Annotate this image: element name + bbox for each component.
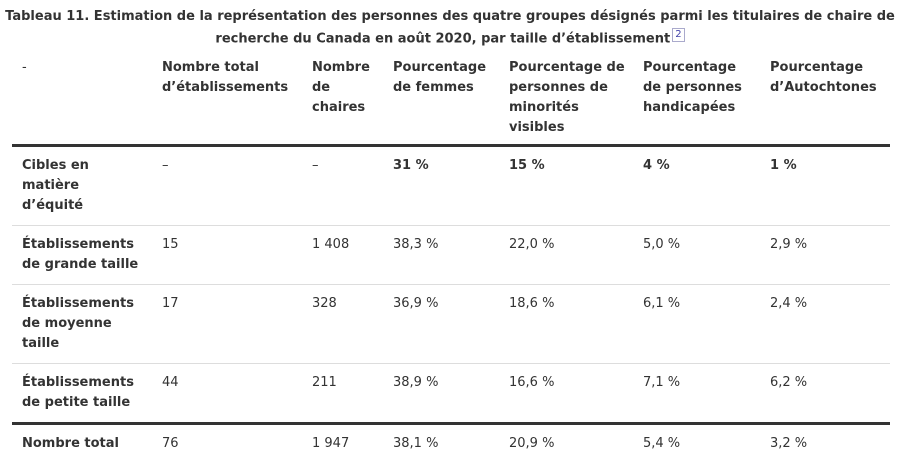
cell: 76: [152, 424, 302, 454]
header-cell: -: [12, 58, 152, 146]
cell: 15: [152, 226, 302, 285]
row-label: Établissements de moyenne taille: [12, 285, 152, 364]
cell: 4 %: [633, 146, 760, 226]
table-row: Établissements de petite taille 44 211 3…: [12, 364, 890, 424]
caption-text: Tableau 11. Estimation de la représentat…: [5, 9, 895, 46]
cell: 328: [302, 285, 383, 364]
row-label: Cibles en matière d’équité: [12, 146, 152, 226]
cell: 7,1 %: [633, 364, 760, 424]
cell: 1 408: [302, 226, 383, 285]
cell: 38,3 %: [383, 226, 499, 285]
table-row: Établissements de grande taille 15 1 408…: [12, 226, 890, 285]
cell: 6,1 %: [633, 285, 760, 364]
cell: 36,9 %: [383, 285, 499, 364]
header-cell: Pourcentage de personnes handicapées: [633, 58, 760, 146]
cell: 17: [152, 285, 302, 364]
table-caption: Tableau 11. Estimation de la représentat…: [0, 6, 900, 50]
total-row: Nombre total 76 1 947 38,1 % 20,9 % 5,4 …: [12, 424, 890, 454]
cell: 2,4 %: [760, 285, 890, 364]
cell: 44: [152, 364, 302, 424]
header-cell: Pourcentage d’Autochtones: [760, 58, 890, 146]
cell: 22,0 %: [499, 226, 633, 285]
header-cell: Nombre de chaires: [302, 58, 383, 146]
cell: 38,1 %: [383, 424, 499, 454]
cell: 1 947: [302, 424, 383, 454]
cell: 15 %: [499, 146, 633, 226]
cell: 5,0 %: [633, 226, 760, 285]
table-row: Cibles en matière d’équité – – 31 % 15 %…: [12, 146, 890, 226]
cell: –: [152, 146, 302, 226]
cell: 3,2 %: [760, 424, 890, 454]
footnote-link[interactable]: 2: [672, 28, 684, 42]
cell: 211: [302, 364, 383, 424]
row-label: Établissements de grande taille: [12, 226, 152, 285]
cell: –: [302, 146, 383, 226]
row-label: Établissements de petite taille: [12, 364, 152, 424]
cell: 16,6 %: [499, 364, 633, 424]
cell: 38,9 %: [383, 364, 499, 424]
cell: 20,9 %: [499, 424, 633, 454]
header-cell: Pourcentage de femmes: [383, 58, 499, 146]
cell: 31 %: [383, 146, 499, 226]
cell: 2,9 %: [760, 226, 890, 285]
cell: 18,6 %: [499, 285, 633, 364]
header-row: - Nombre total d’établissements Nombre d…: [12, 58, 890, 146]
header-cell: Nombre total d’établissements: [152, 58, 302, 146]
data-table: - Nombre total d’établissements Nombre d…: [12, 58, 890, 454]
cell: 6,2 %: [760, 364, 890, 424]
cell: 1 %: [760, 146, 890, 226]
row-label: Nombre total: [12, 424, 152, 454]
table-row: Établissements de moyenne taille 17 328 …: [12, 285, 890, 364]
header-cell: Pourcentage de personnes de minorités vi…: [499, 58, 633, 146]
cell: 5,4 %: [633, 424, 760, 454]
